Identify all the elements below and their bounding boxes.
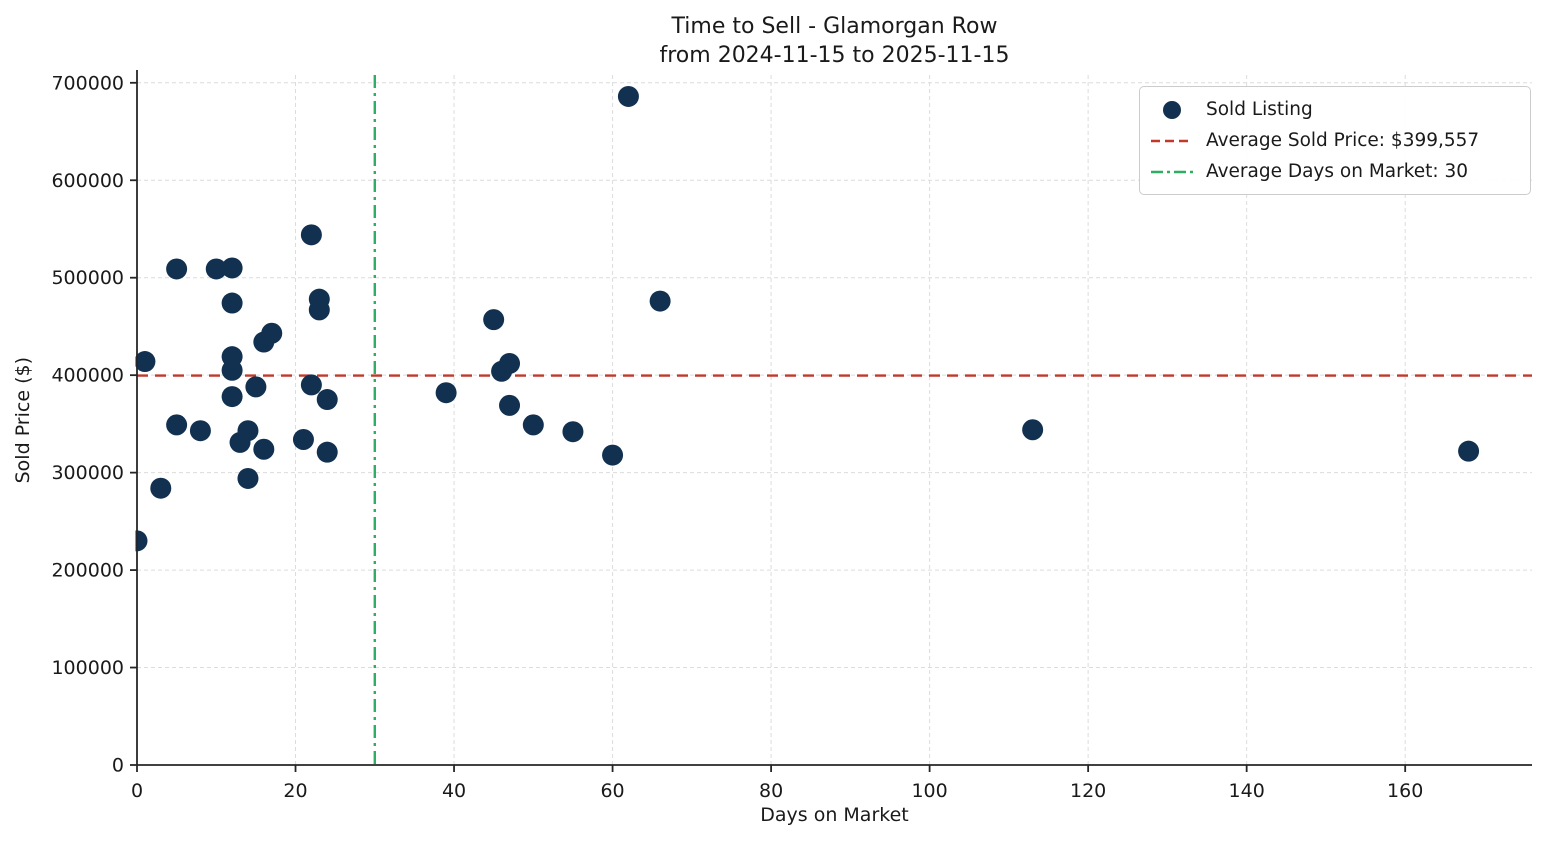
data-point xyxy=(292,428,314,450)
x-tick-label: 140 xyxy=(1229,780,1265,802)
legend-dashed-line-icon xyxy=(1150,130,1194,152)
x-tick-label: 80 xyxy=(759,780,783,802)
chart-title: Time to Sell - Glamorgan Row xyxy=(671,14,998,39)
tick-marks xyxy=(130,81,1407,772)
x-tick-label: 100 xyxy=(911,780,947,802)
y-tick-label: 500000 xyxy=(51,267,124,289)
data-point xyxy=(135,351,156,373)
legend-label-sold-listing: Sold Listing xyxy=(1206,99,1313,120)
x-axis-label: Days on Market xyxy=(760,804,909,826)
data-points xyxy=(135,85,1480,552)
chart-subtitle: from 2024-11-15 to 2025-11-15 xyxy=(659,43,1010,68)
y-tick-label: 200000 xyxy=(51,560,124,582)
data-point xyxy=(189,420,211,442)
data-point xyxy=(499,394,521,416)
legend: Sold Listing Average Sold Price: $399,55… xyxy=(1139,86,1531,195)
legend-label-avg-days: Average Days on Market: 30 xyxy=(1206,161,1469,182)
data-point xyxy=(499,352,521,374)
data-point xyxy=(166,258,188,280)
legend-item-avg-price: Average Sold Price: $399,557 xyxy=(1150,127,1518,154)
y-tick-label: 700000 xyxy=(51,72,124,94)
x-tick-label: 20 xyxy=(283,780,307,802)
data-point xyxy=(245,376,267,398)
data-point xyxy=(483,309,505,331)
tick-labels: 0 20 40 60 80 100 120 140 160 0 100000 200000 300000… xyxy=(51,72,1423,802)
y-axis-label: Sold Price ($) xyxy=(12,356,34,484)
data-point xyxy=(300,224,322,246)
data-point xyxy=(205,258,227,280)
y-tick-label: 100000 xyxy=(51,657,124,679)
y-axis-label-wrap: Sold Price ($) xyxy=(8,75,38,765)
data-point xyxy=(602,444,624,466)
x-tick-label: 0 xyxy=(131,780,143,802)
legend-item-avg-days: Average Days on Market: 30 xyxy=(1150,158,1518,185)
legend-label-avg-price: Average Sold Price: $399,557 xyxy=(1206,130,1480,151)
y-tick-label: 300000 xyxy=(51,462,124,484)
data-point xyxy=(221,257,243,279)
data-point xyxy=(300,374,322,396)
data-point xyxy=(1022,419,1044,441)
data-point xyxy=(221,346,243,368)
data-point xyxy=(522,414,544,436)
data-point xyxy=(135,530,148,552)
legend-dot-marker-icon xyxy=(1150,99,1194,121)
data-point xyxy=(316,389,338,411)
data-point xyxy=(617,85,639,107)
x-tick-label: 60 xyxy=(600,780,624,802)
x-tick-label: 40 xyxy=(442,780,466,802)
data-point xyxy=(237,420,259,442)
data-point xyxy=(261,322,283,344)
chart-title-block: Time to Sell - Glamorgan Row from 2024-1… xyxy=(137,12,1532,70)
data-point xyxy=(308,288,330,310)
y-tick-label: 400000 xyxy=(51,365,124,387)
data-point xyxy=(166,414,188,436)
axes-spines xyxy=(136,70,1532,766)
data-point xyxy=(562,421,584,443)
data-point xyxy=(237,467,259,489)
y-tick-label: 600000 xyxy=(51,170,124,192)
data-point xyxy=(253,438,275,460)
data-point xyxy=(221,386,243,408)
data-point xyxy=(150,477,172,499)
data-point xyxy=(649,290,671,312)
data-point xyxy=(1458,440,1480,462)
x-tick-label: 120 xyxy=(1070,780,1106,802)
y-tick-label: 0 xyxy=(112,755,124,777)
data-point xyxy=(221,292,243,314)
x-tick-label: 160 xyxy=(1387,780,1423,802)
legend-item-sold-listing: Sold Listing xyxy=(1150,96,1518,123)
data-point xyxy=(316,441,338,463)
legend-dashdot-line-icon xyxy=(1150,161,1194,183)
data-point xyxy=(435,382,457,404)
